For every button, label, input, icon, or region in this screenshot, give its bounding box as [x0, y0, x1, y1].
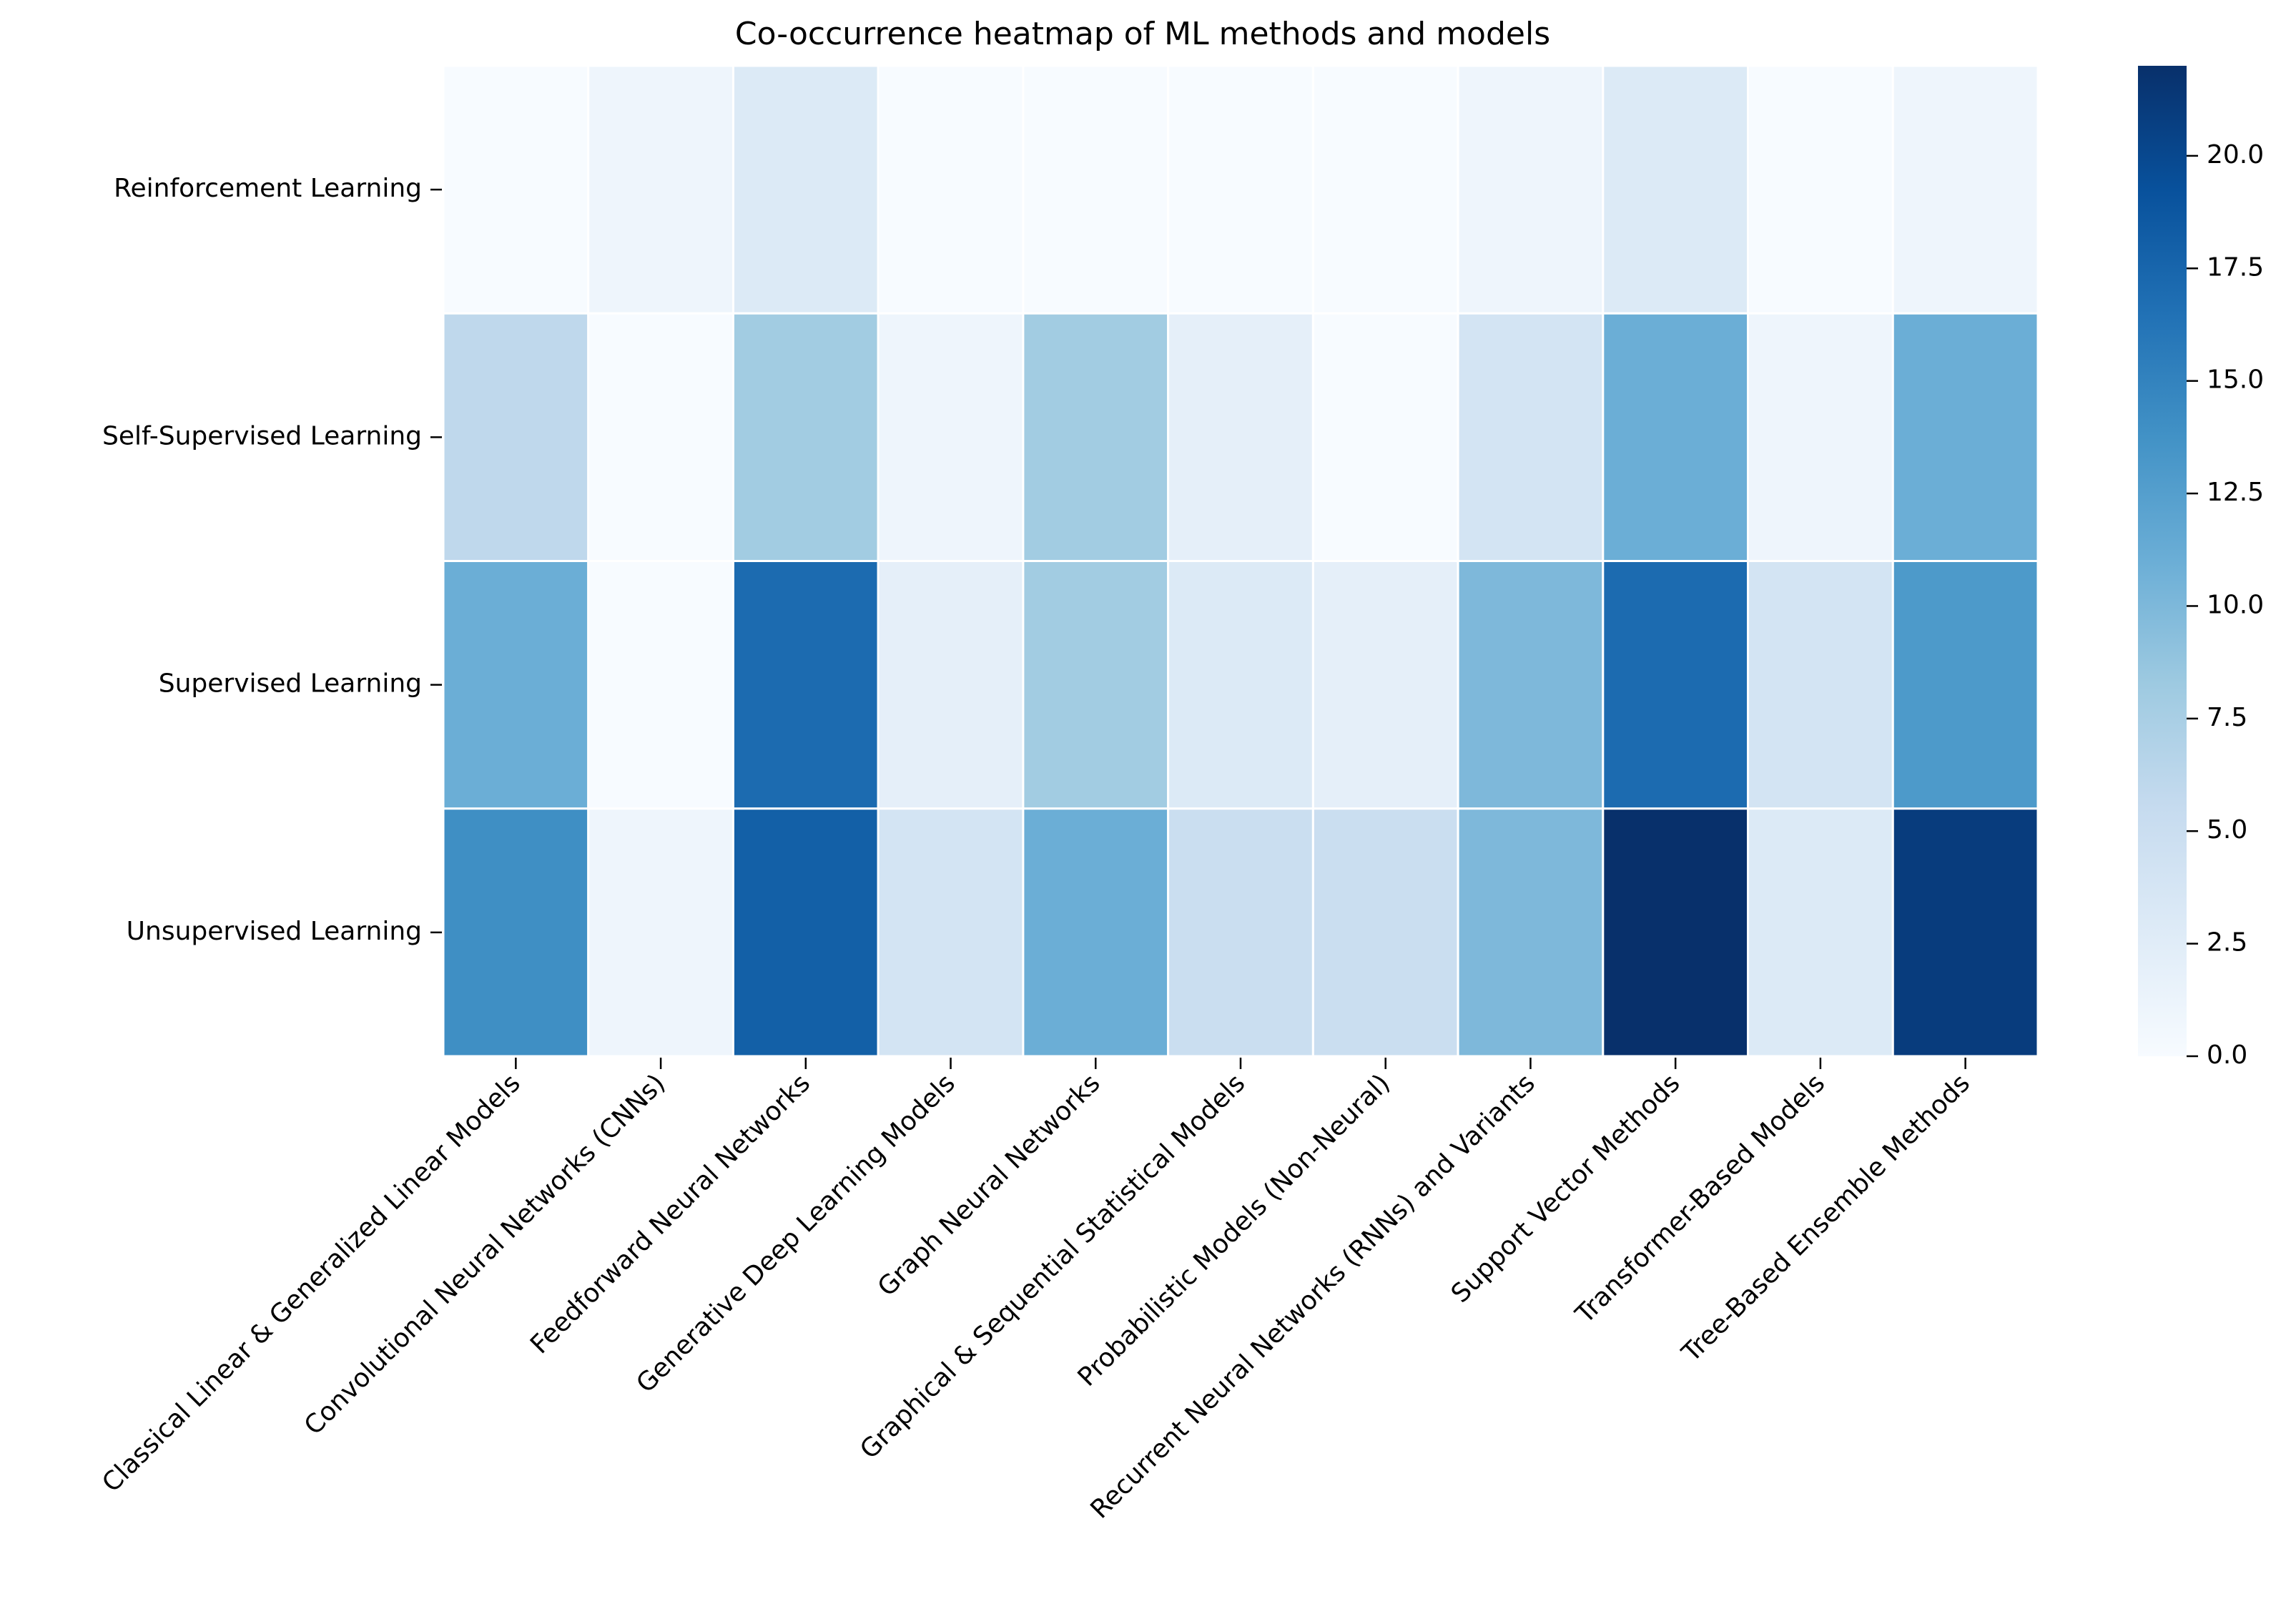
heatmap-cell — [1891, 560, 2039, 810]
y-tick-label-supervised-learning: Supervised Learning — [159, 669, 422, 699]
heatmap-cell — [1602, 560, 1750, 810]
heatmap-cell — [1311, 807, 1459, 1058]
heatmap-cell — [442, 312, 590, 562]
heatmap-cell — [587, 64, 734, 315]
x-tick-label-probabilistic-models-non-neural: Probabilistic Models (Non-Neural) — [1073, 1068, 1396, 1392]
y-tick-label-reinforcement-learning: Reinforcement Learning — [114, 174, 422, 203]
y-tick-label-unsupervised-learning: Unsupervised Learning — [127, 917, 422, 946]
heatmap-cell — [587, 560, 734, 810]
heatmap-cell — [731, 64, 880, 315]
x-tick-label-transformer-based-models: Transformer-Based Models — [1570, 1068, 1831, 1329]
heatmap-cell — [1022, 312, 1170, 562]
colorbar-tick-label: 20.0 — [2207, 140, 2264, 169]
heatmap-cell — [1747, 64, 1894, 315]
chart-title: Co-occurrence heatmap of ML methods and … — [735, 16, 1550, 52]
heatmap-cells — [442, 64, 2039, 1058]
heatmap-cell — [1602, 312, 1750, 562]
heatmap-cell — [1457, 312, 1605, 562]
heatmap-cell — [1891, 64, 2039, 315]
heatmap-cell — [1457, 560, 1605, 810]
colorbar-tick-label: 12.5 — [2207, 478, 2264, 507]
heatmap-cell — [442, 560, 590, 810]
heatmap-cell — [1167, 64, 1314, 315]
heatmap-cell — [877, 560, 1025, 810]
x-tick-label-generative-deep-learning-models: Generative Deep Learning Models — [631, 1068, 961, 1399]
colorbar-tick-label: 5.0 — [2207, 815, 2247, 845]
colorbar-tick-label: 2.5 — [2207, 928, 2247, 958]
heatmap-cell — [1167, 807, 1314, 1058]
heatmap-cell — [731, 807, 880, 1058]
heatmap-cell — [877, 312, 1025, 562]
heatmap-cell — [1167, 312, 1314, 562]
heatmap-cell — [1747, 560, 1894, 810]
colorbar-tick-label: 7.5 — [2207, 703, 2247, 732]
heatmap-cell — [1602, 807, 1750, 1058]
colorbar: 0.0 2.5 5.0 7.5 10.0 12.5 15.0 17.5 20.0 — [2138, 66, 2264, 1070]
heatmap-cell — [731, 312, 880, 562]
heatmap-cell — [1022, 807, 1170, 1058]
heatmap-cell — [1602, 64, 1750, 315]
row-labels: Reinforcement Learning Self-Supervised Le… — [102, 174, 442, 946]
heatmap-cell — [877, 807, 1025, 1058]
heatmap-cell — [1022, 560, 1170, 810]
column-labels: Classical Linear & Generalized Linear Mo… — [97, 1058, 1976, 1525]
colorbar-tick-label: 0.0 — [2207, 1040, 2247, 1070]
heatmap-cell — [1457, 64, 1605, 315]
heatmap-cell — [1311, 560, 1459, 810]
x-tick-label-support-vector-methods: Support Vector Methods — [1446, 1068, 1686, 1309]
heatmap-cell — [731, 560, 880, 810]
colorbar-tick-label: 10.0 — [2207, 590, 2264, 619]
heatmap-cell — [1747, 312, 1894, 562]
heatmap-cell — [587, 807, 734, 1058]
heatmap-cell — [1167, 560, 1314, 810]
heatmap-cell — [1747, 807, 1894, 1058]
colorbar-gradient — [2138, 66, 2187, 1056]
colorbar-tick-label: 15.0 — [2207, 365, 2264, 395]
y-tick-label-self-supervised-learning: Self-Supervised Learning — [102, 421, 422, 451]
heatmap-cell — [1311, 312, 1459, 562]
x-tick-label-feedforward-neural-networks: Feedforward Neural Networks — [525, 1068, 816, 1359]
heatmap-cell — [587, 312, 734, 562]
heatmap-cell — [442, 807, 590, 1058]
heatmap-cell — [1022, 64, 1170, 315]
colorbar-tick-label: 17.5 — [2207, 252, 2264, 282]
heatmap-cell — [1311, 64, 1459, 315]
heatmap-cell — [1891, 312, 2039, 562]
heatmap-cell — [1891, 807, 2039, 1058]
heatmap-cell — [442, 64, 590, 315]
heatmap-cell — [1457, 807, 1605, 1058]
heatmap-cell — [877, 64, 1025, 315]
x-tick-label-tree-based-ensemble-methods: Tree-Based Ensemble Methods — [1676, 1068, 1976, 1368]
